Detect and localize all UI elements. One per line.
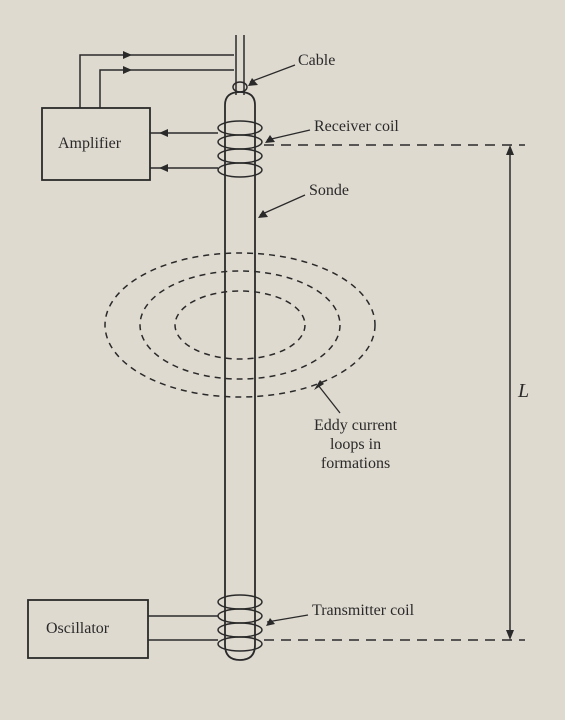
transmitter-coil-label: Transmitter coil [312,602,414,620]
sonde-label: Sonde [309,182,349,200]
receiver-coil-label: Receiver coil [314,118,399,136]
oscillator-label: Oscillator [46,620,109,638]
eddy-current-label: Eddy current loops in formations [314,416,397,474]
amplifier-label: Amplifier [58,135,121,153]
dimension-l-label: L [518,380,529,403]
cable-label: Cable [298,52,335,70]
